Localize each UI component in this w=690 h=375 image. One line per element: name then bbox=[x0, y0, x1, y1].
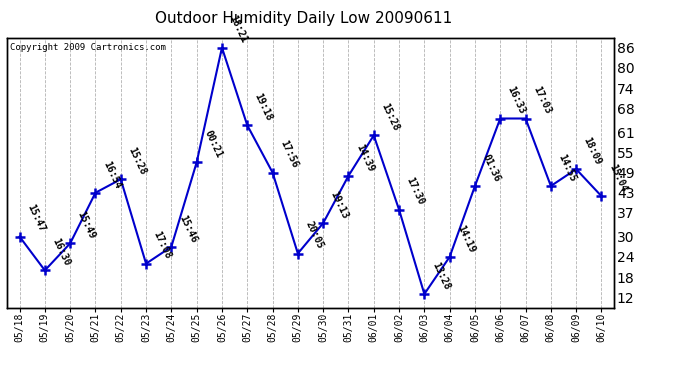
Text: 16:33: 16:33 bbox=[506, 85, 527, 116]
Text: 19:18: 19:18 bbox=[253, 92, 275, 123]
Text: 17:08: 17:08 bbox=[152, 230, 173, 261]
Text: 20:05: 20:05 bbox=[304, 220, 325, 251]
Text: 19:13: 19:13 bbox=[328, 189, 351, 220]
Text: 14:39: 14:39 bbox=[354, 142, 375, 173]
Text: 00:21: 00:21 bbox=[202, 129, 224, 160]
Text: 15:46: 15:46 bbox=[177, 213, 199, 244]
Text: 15:04: 15:04 bbox=[607, 162, 629, 194]
Text: 17:30: 17:30 bbox=[404, 176, 426, 207]
Text: 16:30: 16:30 bbox=[50, 237, 72, 268]
Text: 13:28: 13:28 bbox=[430, 260, 451, 291]
Text: 15:28: 15:28 bbox=[380, 102, 401, 133]
Text: 18:09: 18:09 bbox=[582, 135, 603, 166]
Text: 01:36: 01:36 bbox=[480, 152, 502, 183]
Text: Copyright 2009 Cartronics.com: Copyright 2009 Cartronics.com bbox=[10, 43, 166, 52]
Text: Outdoor Humidity Daily Low 20090611: Outdoor Humidity Daily Low 20090611 bbox=[155, 11, 452, 26]
Text: 16:54: 16:54 bbox=[101, 159, 123, 190]
Text: 18:21: 18:21 bbox=[228, 14, 249, 45]
Text: 15:49: 15:49 bbox=[76, 210, 97, 241]
Text: 17:56: 17:56 bbox=[278, 139, 299, 170]
Text: 17:03: 17:03 bbox=[531, 85, 553, 116]
Text: 15:28: 15:28 bbox=[126, 146, 148, 177]
Text: 15:47: 15:47 bbox=[25, 203, 47, 234]
Text: 14:19: 14:19 bbox=[455, 223, 477, 254]
Text: 14:55: 14:55 bbox=[556, 152, 578, 183]
